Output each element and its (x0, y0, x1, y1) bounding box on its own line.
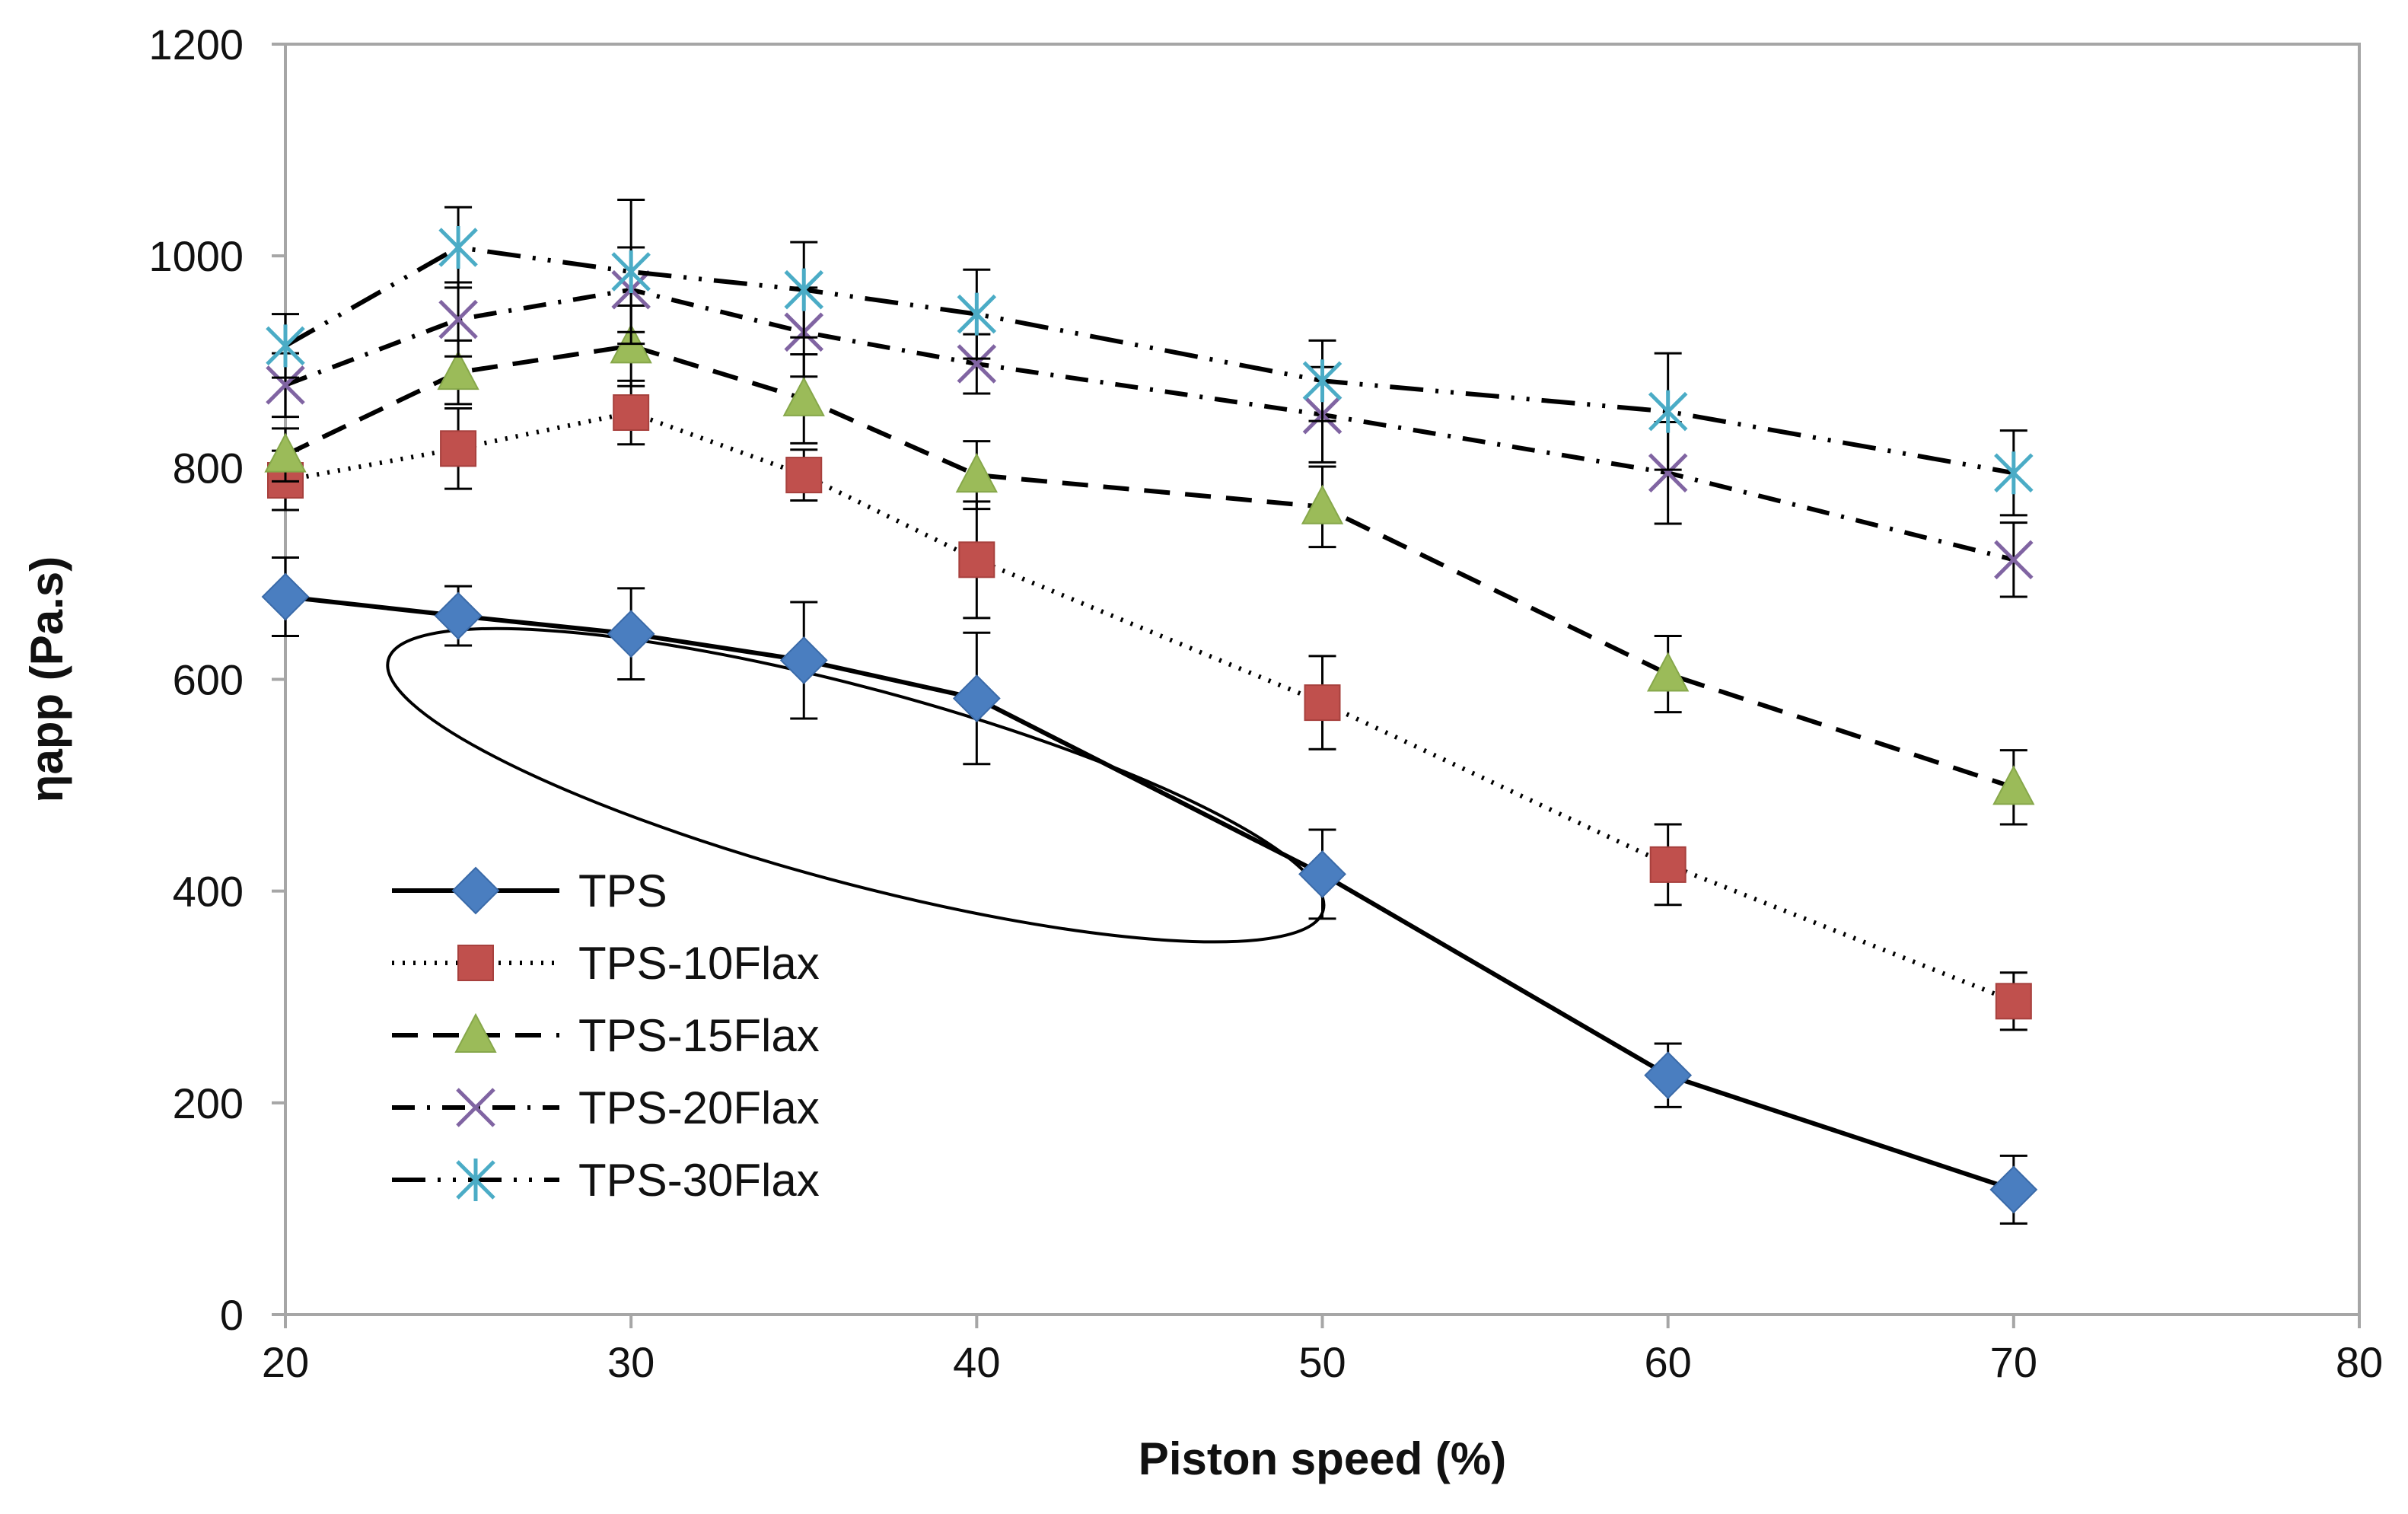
y-tick-label: 400 (173, 868, 244, 916)
data-point-tps-30flax (1994, 451, 2034, 495)
legend-item-tps: TPS (392, 865, 667, 916)
data-point-tps-10flax (613, 394, 650, 432)
data-point-tps-15flax (264, 432, 307, 473)
legend-label: TPS-10Flax (578, 938, 820, 989)
series-tps-30flax (266, 198, 2034, 517)
data-point-tps-10flax (1304, 684, 1341, 722)
y-tick-label: 800 (173, 444, 244, 492)
data-point-tps-15flax (955, 452, 998, 493)
legend-item-tps-20flax: TPS-20Flax (392, 1082, 820, 1133)
y-tick-label: 1200 (148, 21, 244, 69)
y-tick-labels: 0 200 400 600 800 1000 1200 (148, 21, 244, 1339)
x-tick-label: 20 (262, 1338, 309, 1386)
legend-label: TPS-30Flax (578, 1155, 820, 1206)
series-tps-15flax (264, 304, 2035, 826)
data-point-tps-15flax (782, 376, 825, 416)
data-point-tps (1644, 1051, 1693, 1100)
series-tps-10flax (267, 379, 2032, 1031)
data-point-tps-30flax (1648, 390, 1688, 433)
data-point-tps-10flax (1995, 983, 2032, 1020)
data-point-tps (434, 591, 483, 640)
legend-marker (456, 1159, 495, 1201)
data-point-tps-10flax (785, 457, 823, 494)
x-tick-label: 60 (1645, 1338, 1692, 1386)
x-tick-label: 80 (2336, 1338, 2383, 1386)
y-tick-label: 0 (220, 1291, 244, 1339)
data-series (261, 198, 2038, 1225)
x-tick-label: 30 (607, 1338, 655, 1386)
data-point-tps (1989, 1165, 2038, 1214)
legend-item-tps-30flax: TPS-30Flax (392, 1155, 820, 1206)
data-point-tps-30flax (438, 226, 478, 269)
data-point-tps-30flax (784, 268, 824, 311)
legend-label: TPS (578, 865, 667, 916)
data-point-tps-20flax (957, 344, 997, 384)
data-point-tps-10flax (1649, 846, 1687, 883)
series-tps (261, 556, 2038, 1225)
data-point-tps (261, 572, 310, 621)
legend-label: TPS-20Flax (578, 1082, 820, 1133)
x-tick-label: 50 (1298, 1338, 1346, 1386)
y-tick-label: 1000 (148, 232, 244, 280)
data-point-tps-20flax (1648, 453, 1688, 493)
y-axis-title: ηapp (Pa.s) (21, 556, 72, 802)
x-tick-label: 40 (953, 1338, 1000, 1386)
data-point-tps-10flax (958, 541, 995, 579)
data-point-tps (779, 636, 828, 684)
data-point-tps-15flax (1647, 652, 1690, 692)
data-point-tps (952, 674, 1001, 722)
data-point-tps-30flax (1302, 359, 1343, 403)
data-point-tps-20flax (1994, 540, 2034, 580)
y-tick-label: 600 (173, 656, 244, 704)
legend-marker (451, 866, 500, 915)
x-tick-labels: 20 30 40 50 60 70 80 (262, 1338, 2383, 1386)
legend-label: TPS-15Flax (578, 1010, 820, 1061)
data-point-tps-30flax (611, 250, 651, 294)
series-line-tps-30flax (284, 245, 2015, 476)
data-point-tps-15flax (437, 350, 479, 390)
legend-item-tps-10flax: TPS-10Flax (392, 938, 820, 989)
data-point-tps-10flax (440, 430, 477, 467)
data-point-tps-15flax (1992, 765, 2035, 805)
data-point-tps-20flax (266, 365, 305, 405)
data-point-tps-20flax (438, 299, 478, 339)
series-line-tps (285, 594, 2015, 1192)
data-point-tps-30flax (266, 324, 305, 368)
x-axis-title: Piston speed (%) (1139, 1433, 1506, 1484)
legend: TPS TPS-10Flax TPS-15Flax TPS-20Flax TPS-30F… (392, 865, 820, 1206)
legend-marker (457, 945, 494, 981)
data-point-tps-30flax (957, 292, 997, 336)
legend-marker (454, 1012, 497, 1053)
x-tick-label: 70 (1990, 1338, 2037, 1386)
y-tick-label: 200 (173, 1079, 244, 1127)
data-point-tps (1298, 849, 1346, 898)
series-line-tps-20flax (284, 287, 2015, 563)
legend-marker (456, 1088, 495, 1127)
legend-item-tps-15flax: TPS-15Flax (392, 1010, 820, 1061)
data-point-tps (607, 610, 655, 658)
series-line-tps-15flax (284, 343, 2015, 790)
data-point-tps-15flax (1301, 484, 1344, 524)
